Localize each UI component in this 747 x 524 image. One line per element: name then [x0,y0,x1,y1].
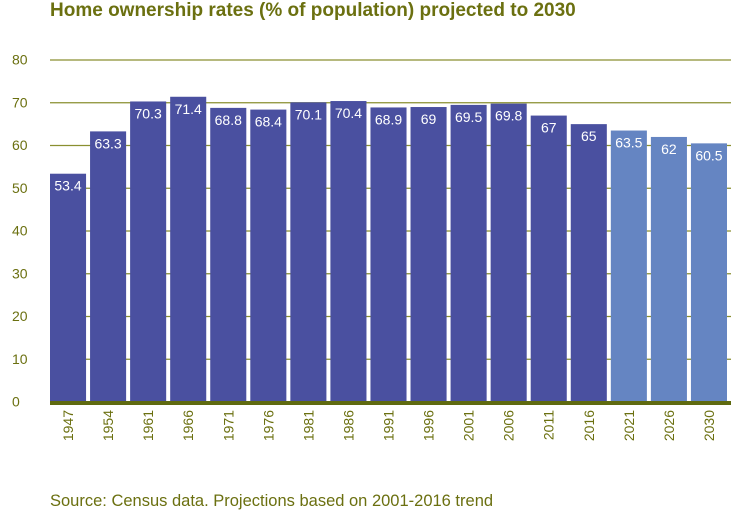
bar-1991 [370,107,407,402]
x-tick-label-2016: 2016 [581,410,597,441]
x-tick-label-2006: 2006 [501,410,517,441]
data-label-1966: 71.4 [175,101,202,117]
x-tick-label-1986: 1986 [340,410,356,441]
data-label-2011: 67 [541,120,557,136]
x-tick-label-2030: 2030 [701,410,717,441]
y-tick-label-40: 40 [12,223,28,239]
data-label-2026: 62 [661,141,677,157]
x-tick-label-1954: 1954 [100,410,116,441]
bar-2001 [450,104,487,402]
x-tick-label-2011: 2011 [541,410,557,440]
chart-title: Home ownership rates (% of population) p… [50,0,576,21]
data-label-2001: 69.5 [455,109,482,125]
x-tick-label-2001: 2001 [461,410,477,441]
data-label-1961: 70.3 [135,105,162,121]
data-label-1947: 53.4 [54,178,81,194]
data-label-1996: 69 [421,111,437,127]
bar-2030 [690,143,727,403]
source-note: Source: Census data. Projections based o… [50,492,494,510]
y-tick-label-30: 30 [12,265,28,281]
data-label-2016: 65 [581,128,597,144]
bar-1981 [290,102,327,402]
y-tick-label-80: 80 [12,52,28,68]
data-label-1954: 63.3 [94,135,121,151]
y-tick-label-20: 20 [12,308,28,324]
data-label-1981: 70.1 [295,106,322,122]
x-tick-label-1996: 1996 [421,410,437,441]
data-label-2006: 69.8 [495,108,522,124]
bar-1954 [90,131,127,402]
data-label-1991: 68.9 [375,111,402,127]
bar-1986 [330,101,367,402]
bar-1947 [50,173,87,402]
bar-2026 [650,136,687,402]
bar-2016 [570,124,607,402]
x-tick-label-1966: 1966 [180,410,196,441]
bar-1961 [130,101,167,402]
bar-1971 [210,107,247,402]
x-axis-line [50,401,731,405]
x-tick-label-1961: 1961 [140,410,156,441]
bar-1996 [410,107,447,403]
x-tick-label-1976: 1976 [260,410,276,441]
y-tick-label-70: 70 [12,94,28,110]
y-tick-label-60: 60 [12,137,28,153]
bar-1976 [250,109,287,402]
x-tick-label-1971: 1971 [220,410,236,441]
y-tick-label-50: 50 [12,180,28,196]
data-label-1971: 68.8 [215,112,242,128]
bar-2011 [530,115,567,402]
data-label-1976: 68.4 [255,114,282,130]
x-tick-label-1947: 1947 [60,410,76,441]
data-label-1986: 70.4 [335,105,362,121]
data-label-2021: 63.5 [615,135,642,151]
x-tick-label-1991: 1991 [381,410,397,441]
y-tick-label-0: 0 [12,394,20,410]
x-tick-label-1981: 1981 [300,410,316,441]
data-label-2030: 60.5 [695,147,722,163]
bar-2021 [610,130,647,402]
y-tick-label-10: 10 [12,351,28,367]
x-tick-label-2026: 2026 [661,410,677,441]
bar-2006 [490,103,527,402]
x-tick-label-2021: 2021 [621,410,637,441]
bar-1966 [170,96,207,402]
